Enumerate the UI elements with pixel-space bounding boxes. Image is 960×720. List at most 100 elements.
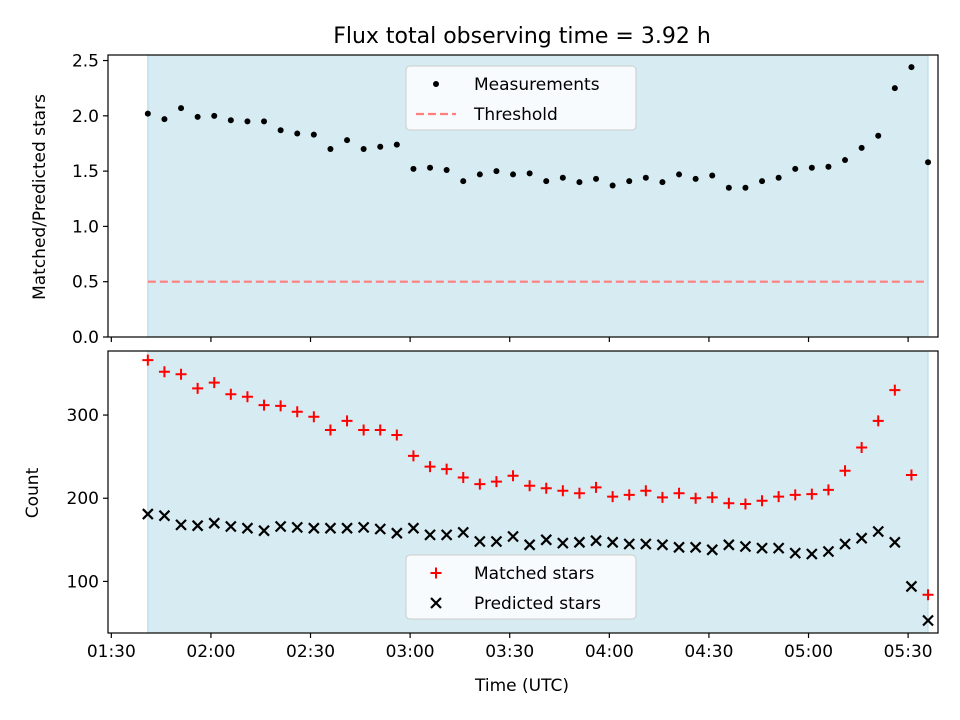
legend-box (405, 554, 637, 620)
matched-star-point (756, 495, 768, 507)
measurement-point (642, 174, 649, 181)
y-tick-label: 200 (67, 489, 99, 509)
predicted-star-point (640, 538, 652, 550)
matched-star-point (275, 400, 287, 412)
predicted-star-point (490, 535, 503, 548)
predicted-star-point (374, 523, 387, 535)
predicted-star-point (822, 545, 835, 558)
matched-star-point (324, 424, 336, 436)
matched-star-point (623, 489, 635, 501)
measurement-point (659, 179, 666, 186)
predicted-star-point (573, 536, 586, 549)
matched-star-point (573, 487, 585, 499)
measurement-point (476, 171, 483, 178)
x-tick-label: 04:30 (684, 642, 733, 662)
legend-label: Threshold (473, 105, 558, 125)
predicted-star-point (523, 539, 536, 551)
measurement-point (692, 175, 699, 182)
predicted-star-point (225, 520, 237, 533)
matched-star-point (391, 429, 403, 441)
measurement-point (227, 117, 234, 124)
matched-star-point (673, 487, 685, 499)
matched-star-point (540, 482, 552, 494)
measurement-point (626, 178, 633, 185)
matched-star-point (341, 415, 353, 427)
measurement-point (908, 64, 915, 71)
measurement-point (925, 159, 932, 166)
legend: Matched stars Predicted stars (405, 554, 637, 620)
predicted-star-point (158, 509, 171, 522)
predicted-star-point (839, 538, 851, 550)
measurement-point (808, 164, 815, 171)
measurement-point (310, 131, 317, 138)
measurement-point (676, 171, 683, 178)
predicted-star-point (590, 534, 602, 547)
measurement-point (858, 144, 865, 151)
predicted-star-point (391, 527, 403, 539)
predicted-star-point (905, 580, 918, 593)
matched-star-point (441, 463, 453, 475)
predicted-star-point (424, 529, 436, 541)
y-tick-label: 1.0 (72, 217, 99, 237)
measurement-point (526, 170, 533, 177)
matched-star-point (607, 491, 619, 503)
matched-star-point (158, 366, 170, 378)
predicted-star-point (175, 519, 187, 531)
matched-star-point (208, 377, 220, 389)
measurement-point (709, 172, 716, 179)
predicted-star-point (440, 529, 453, 541)
matched-star-point (872, 415, 884, 427)
measurement-point (775, 174, 782, 181)
y-tick-label: 2.5 (72, 52, 99, 72)
predicted-star-point (291, 521, 304, 534)
measurement-point (576, 179, 583, 186)
matched-star-point (706, 491, 718, 503)
measurement-point (427, 164, 434, 171)
predicted-star-point (723, 539, 735, 551)
measurement-point (443, 167, 450, 174)
predicted-star-point (241, 522, 254, 534)
x-tick-label: 03:30 (485, 642, 534, 662)
measurement-point (344, 137, 351, 144)
measurement-point (393, 141, 400, 148)
x-tick-label: 01:30 (87, 642, 136, 662)
matched-star-point (524, 480, 536, 492)
x-tick-label: 03:00 (386, 642, 435, 662)
measurement-point (178, 105, 185, 112)
measurement-point (377, 143, 384, 150)
axes-frame (107, 350, 939, 634)
matched-star-point (922, 589, 934, 601)
matched-star-point (374, 424, 386, 436)
predicted-star-point (606, 536, 619, 549)
predicted-star-point (673, 541, 685, 554)
legend-swatch (433, 81, 439, 87)
matched-star-point (656, 491, 668, 503)
matched-star-point (225, 388, 237, 400)
measurement-point (194, 113, 201, 120)
predicted-star-point (789, 547, 802, 559)
figure-title: Flux total observing time = 3.92 h (333, 24, 711, 49)
predicted-star-point (258, 524, 270, 537)
y-tick-label: 1.5 (72, 162, 99, 182)
legend: Measurements Threshold (405, 65, 637, 131)
predicted-star-point (922, 614, 934, 627)
legend-label: Matched stars (474, 564, 594, 584)
matched-star-point (905, 469, 917, 481)
predicted-star-point (191, 519, 204, 532)
matched-star-point (690, 492, 702, 504)
measurement-point (559, 174, 566, 181)
predicted-star-point (855, 532, 868, 544)
measurement-point (609, 182, 616, 189)
count-panel: 100 200 300 01:30 02:00 02:30 03:00 03:30 04:00 0… (67, 350, 939, 662)
x-axis-label: Time (UTC) (474, 676, 569, 696)
measurement-point (410, 165, 417, 172)
legend-box (405, 65, 637, 131)
measurement-point (891, 85, 898, 92)
predicted-star-point (474, 535, 486, 548)
predicted-star-point (806, 548, 818, 560)
measurement-point (759, 178, 766, 185)
y-tick-label: 0.5 (72, 273, 99, 293)
predicted-star-point (341, 522, 353, 534)
matched-star-point (839, 465, 851, 477)
